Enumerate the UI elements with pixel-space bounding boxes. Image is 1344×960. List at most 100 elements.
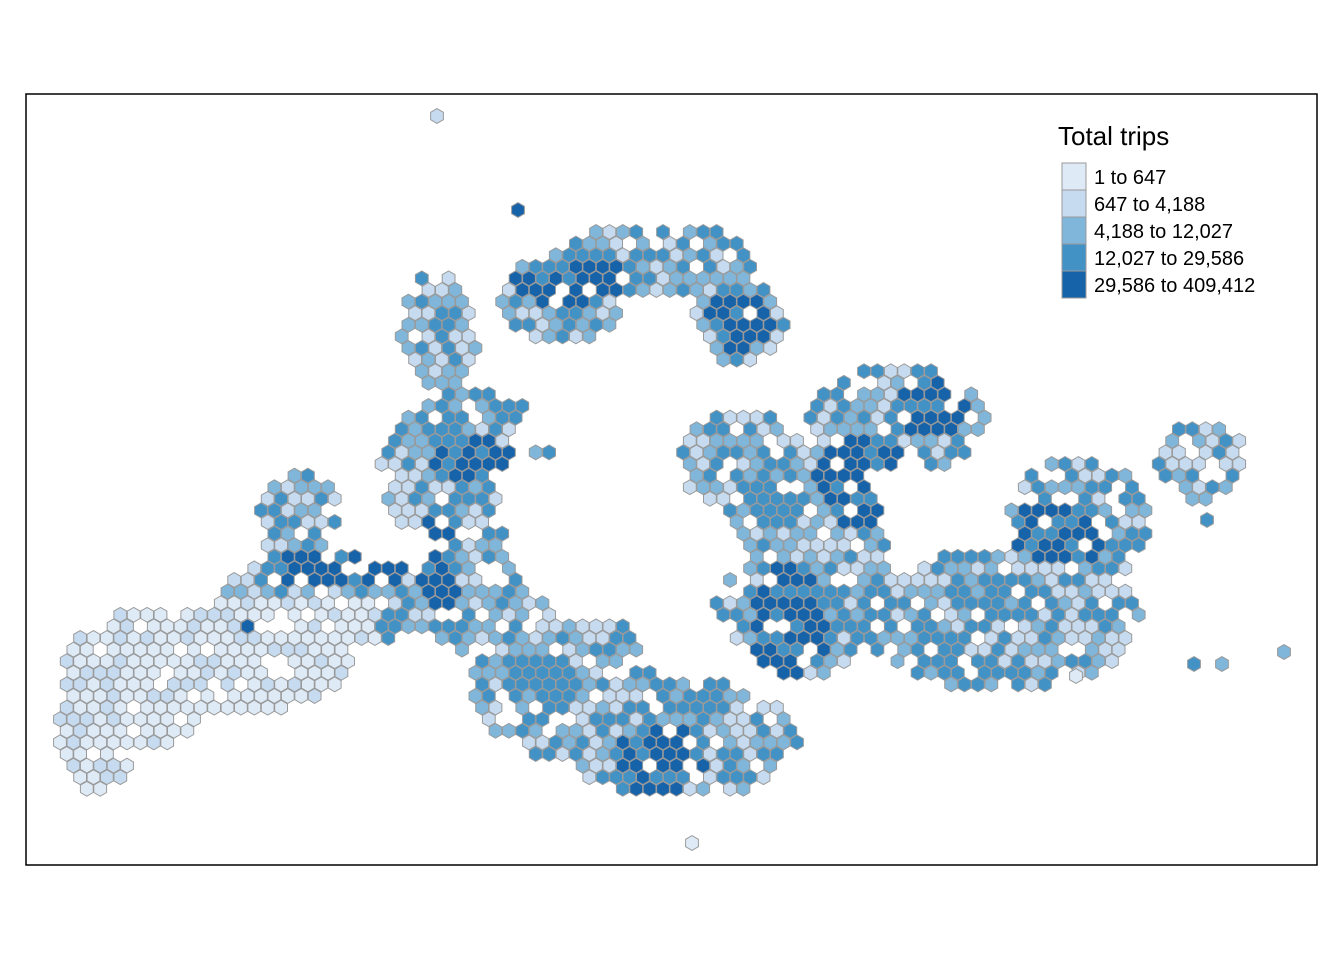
hex-cell [421,444,436,461]
hex-cell [146,664,161,681]
hex-cell [428,363,443,380]
hex-cell [1058,572,1072,588]
hex-cell [1158,467,1173,484]
hex-cell [1084,572,1099,588]
hex-cell [756,699,771,716]
hex-cell [783,583,798,600]
hex-cell [924,363,938,380]
hex-cell [73,676,87,693]
hex-cell [703,282,717,298]
hex-cell [863,583,878,600]
hex-cell [160,734,175,751]
hex-cell [408,514,422,530]
hex-cell [461,560,476,577]
hex-cell [321,641,335,658]
hex-cell [502,583,516,600]
hex-cell [729,444,744,461]
hex-cell [240,641,255,658]
hex-cell [347,548,362,565]
hex-cell [140,630,154,646]
hex-cell [602,316,617,333]
hex-cell [569,699,583,716]
hex-cell [1004,641,1019,658]
hex-cell [274,537,288,554]
hex-cell [394,606,409,623]
hex-cell [595,653,610,670]
hex-cell [944,676,958,693]
hex-cell [522,270,536,287]
hex-cell [685,835,699,851]
hex-cell [950,432,965,449]
hex-cell [294,641,309,658]
hex-cell [763,734,778,751]
hex-cell [220,630,235,646]
hex-cell [924,595,938,612]
hex-cell [636,769,650,786]
hex-cell [495,293,510,310]
hex-cell [1218,432,1233,449]
hex-cell [488,583,503,600]
hex-cell [850,421,865,438]
hex-cell [106,641,121,658]
hex-cell [280,572,295,588]
hex-cell [562,688,577,704]
hex-cell [595,676,610,693]
hex-cell [589,270,603,287]
hex-cell [441,363,456,380]
hex-cell [314,653,329,670]
hex-cell [555,305,570,322]
hex-cell [1218,479,1233,496]
hex-cell [180,676,195,693]
hex-cell [475,676,489,693]
hex-cell [944,560,958,577]
hex-cell [1091,560,1106,577]
hex-cell [120,711,134,728]
hex-cell [515,699,530,716]
hex-cell [515,676,530,693]
hex-cell [1084,595,1099,612]
hex-cell [622,676,637,693]
hex-cell [160,641,175,658]
hex-cell [1111,641,1126,658]
hex-cell [421,467,436,484]
hex-cell [455,479,469,496]
hex-cell [703,467,717,484]
hex-cell [247,583,262,600]
hex-cell [796,490,811,507]
hex-cell [294,688,309,704]
hex-cell [1071,618,1086,635]
hex-cell [461,537,476,554]
hex-cell [877,444,891,461]
hex-cell [743,560,757,577]
hex-cell [435,398,449,414]
hex-cell [1038,630,1052,646]
hex-cell [736,340,751,356]
hex-cell [890,374,905,391]
hex-cell [1011,653,1025,670]
hex-cell [314,560,329,577]
hex-cell [971,421,985,438]
hex-cell [86,653,101,670]
hex-cell [870,572,885,588]
hex-cell [716,746,731,762]
hex-cell [1125,502,1139,519]
hex-cell [488,606,503,623]
hex-cell [133,664,148,681]
hex-cell [857,525,871,542]
hex-cell [441,432,456,449]
hex-cell [709,711,724,728]
hex-cell [1078,490,1092,507]
hex-cell [756,490,771,507]
hex-cell [240,688,255,704]
hex-cell [495,641,510,658]
hex-cell [555,328,570,345]
hex-cell [897,595,912,612]
hex-cell [1017,641,1032,658]
hex-cell [428,572,443,588]
hex-cell [562,293,577,310]
hex-cell [850,630,865,646]
hex-cell [729,630,744,646]
hex-cell [113,653,128,670]
hex-cell [428,479,443,496]
